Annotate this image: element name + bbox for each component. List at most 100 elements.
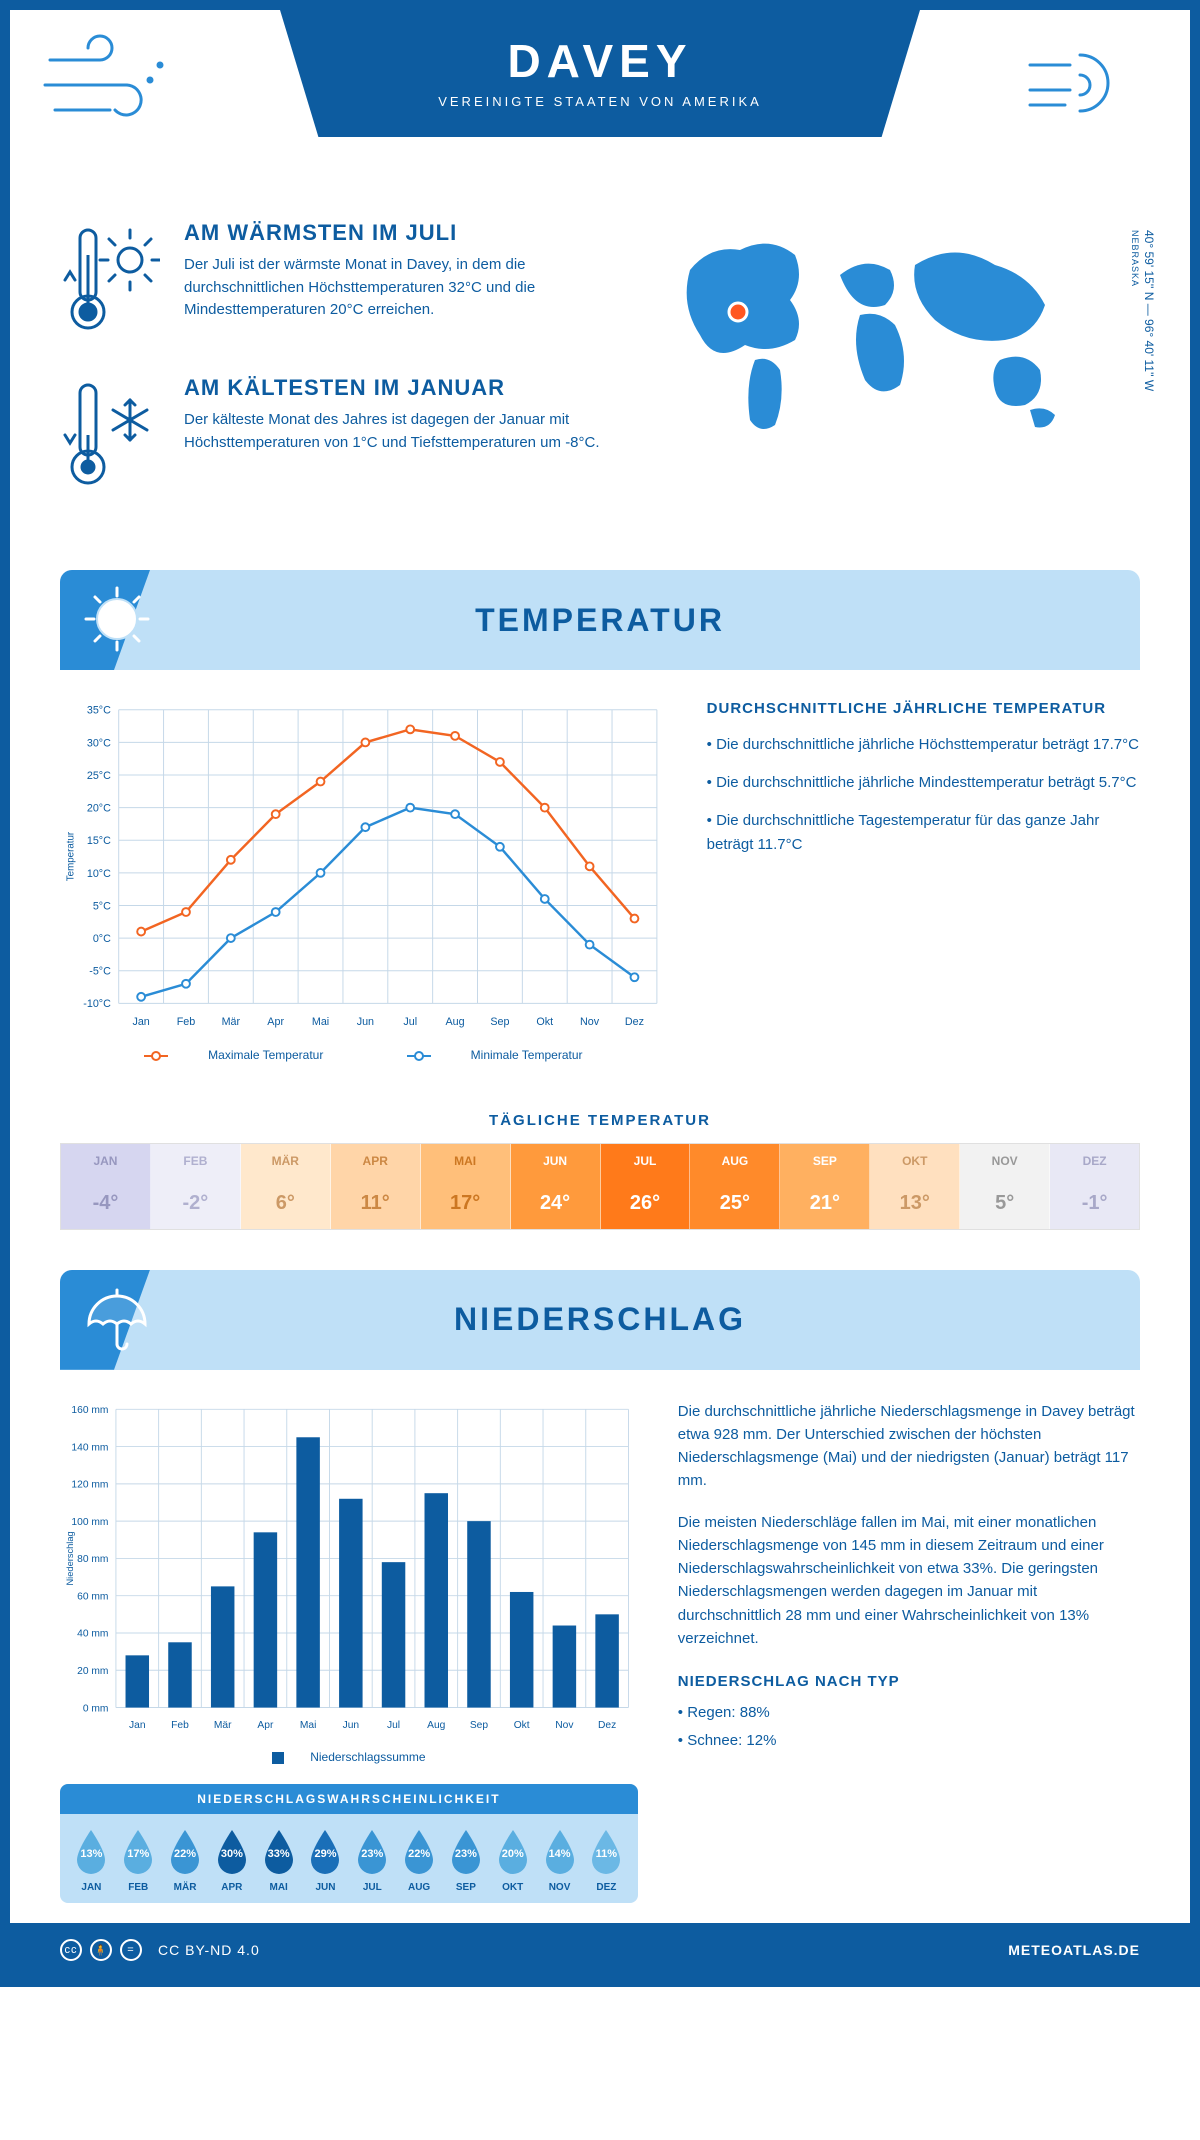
- daily-temp-month: JUN: [511, 1144, 600, 1178]
- temperature-row: -10°C-5°C0°C5°C10°C15°C20°C25°C30°C35°CJ…: [10, 700, 1190, 1092]
- svg-text:Jun: Jun: [343, 1720, 360, 1731]
- svg-text:40 mm: 40 mm: [77, 1628, 108, 1639]
- probability-value: 33%: [268, 1848, 290, 1860]
- daily-temp-cell: FEB -2°: [151, 1144, 241, 1229]
- probability-cell: 17% FEB: [115, 1828, 162, 1893]
- svg-text:Okt: Okt: [536, 1016, 553, 1028]
- title-banner: DAVEY VEREINIGTE STAATEN VON AMERIKA: [280, 10, 920, 137]
- daily-temp-cell: NOV 5°: [960, 1144, 1050, 1229]
- probability-value: 22%: [174, 1848, 196, 1860]
- raindrop-icon: 20%: [494, 1828, 532, 1876]
- precipitation-row: 0 mm20 mm40 mm60 mm80 mm100 mm120 mm140 …: [10, 1400, 1190, 1923]
- probability-month: DEZ: [583, 1882, 630, 1893]
- daily-temp-month: APR: [331, 1144, 420, 1178]
- svg-text:Sep: Sep: [490, 1016, 509, 1028]
- svg-text:Aug: Aug: [427, 1720, 446, 1731]
- temperature-chart: -10°C-5°C0°C5°C10°C15°C20°C25°C30°C35°CJ…: [60, 700, 667, 1062]
- daily-temp-cell: MAI 17°: [421, 1144, 511, 1229]
- svg-text:35°C: 35°C: [87, 705, 111, 717]
- by-icon: 🧍: [90, 1939, 112, 1961]
- avg-temp-heading: DURCHSCHNITTLICHE JÄHRLICHE TEMPERATUR: [707, 700, 1140, 717]
- warmest-title: AM WÄRMSTEN IM JULI: [184, 220, 620, 246]
- daily-temp-month: FEB: [151, 1144, 240, 1178]
- country-subtitle: VEREINIGTE STAATEN VON AMERIKA: [280, 94, 920, 109]
- raindrop-icon: 23%: [447, 1828, 485, 1876]
- daily-temp-month: OKT: [870, 1144, 959, 1178]
- svg-text:0°C: 0°C: [93, 933, 111, 945]
- probability-month: JUL: [349, 1882, 396, 1893]
- daily-temp-month: MAI: [421, 1144, 510, 1178]
- svg-text:Aug: Aug: [445, 1016, 464, 1028]
- daily-temp-value: -2°: [151, 1178, 240, 1229]
- svg-text:0 mm: 0 mm: [83, 1703, 109, 1714]
- probability-title: NIEDERSCHLAGSWAHRSCHEINLICHKEIT: [60, 1784, 638, 1814]
- daily-temp-cell: JUN 24°: [511, 1144, 601, 1229]
- probability-month: JUN: [302, 1882, 349, 1893]
- probability-cell: 23% JUL: [349, 1828, 396, 1893]
- avg-low-bullet: • Die durchschnittliche jährliche Mindes…: [707, 771, 1140, 795]
- svg-text:Jan: Jan: [129, 1720, 146, 1731]
- svg-text:5°C: 5°C: [93, 900, 111, 912]
- probability-month: MÄR: [162, 1882, 209, 1893]
- raindrop-icon: 33%: [260, 1828, 298, 1876]
- probability-month: NOV: [536, 1882, 583, 1893]
- world-map-icon: [660, 220, 1100, 460]
- probability-value: 23%: [361, 1848, 383, 1860]
- daily-temp-value: 21°: [780, 1178, 869, 1229]
- raindrop-icon: 11%: [587, 1828, 625, 1876]
- svg-text:Okt: Okt: [514, 1720, 530, 1731]
- precip-snow-bullet: • Schnee: 12%: [678, 1729, 1140, 1752]
- daily-temp-cell: JAN -4°: [61, 1144, 151, 1229]
- intro-text-column: AM WÄRMSTEN IM JULI Der Juli ist der wär…: [60, 220, 620, 530]
- probability-month: OKT: [489, 1882, 536, 1893]
- daily-temp-month: AUG: [690, 1144, 779, 1178]
- probability-cell: 14% NOV: [536, 1828, 583, 1893]
- license-text: CC BY-ND 4.0: [158, 1942, 260, 1958]
- daily-temp-value: 17°: [421, 1178, 510, 1229]
- state-label: NEBRASKA: [1130, 230, 1140, 287]
- svg-text:80 mm: 80 mm: [77, 1554, 108, 1565]
- daily-temp-cell: MÄR 6°: [241, 1144, 331, 1229]
- probability-cell: 13% JAN: [68, 1828, 115, 1893]
- sun-icon: [82, 584, 152, 654]
- site-name: METEOATLAS.DE: [1008, 1942, 1140, 1958]
- wind-icon: [1020, 30, 1160, 140]
- probability-month: FEB: [115, 1882, 162, 1893]
- daily-temp-month: MÄR: [241, 1144, 330, 1178]
- avg-daily-bullet: • Die durchschnittliche Tagestemperatur …: [707, 809, 1140, 857]
- daily-temp-cell: DEZ -1°: [1050, 1144, 1139, 1229]
- probability-grid: 13% JAN 17% FEB 22% MÄR 30% APR: [60, 1814, 638, 1903]
- daily-temp-value: 6°: [241, 1178, 330, 1229]
- map-column: 40° 59' 15'' N — 96° 40' 11'' W NEBRASKA: [660, 220, 1140, 530]
- daily-temp-cell: APR 11°: [331, 1144, 421, 1229]
- daily-temp-cell: AUG 25°: [690, 1144, 780, 1229]
- probability-cell: 33% MAI: [255, 1828, 302, 1893]
- page: DAVEY VEREINIGTE STAATEN VON AMERIKA AM …: [0, 0, 1200, 1987]
- probability-value: 13%: [80, 1848, 102, 1860]
- wind-icon: [40, 30, 180, 140]
- svg-text:Apr: Apr: [257, 1720, 274, 1731]
- precipitation-probability-box: NIEDERSCHLAGSWAHRSCHEINLICHKEIT 13% JAN …: [60, 1784, 638, 1903]
- probability-cell: 29% JUN: [302, 1828, 349, 1893]
- daily-temp-value: 26°: [601, 1178, 690, 1229]
- header: DAVEY VEREINIGTE STAATEN VON AMERIKA: [10, 10, 1190, 200]
- precipitation-title: NIEDERSCHLAG: [454, 1301, 746, 1338]
- precip-paragraph-2: Die meisten Niederschläge fallen im Mai,…: [678, 1511, 1140, 1651]
- probability-cell: 22% MÄR: [162, 1828, 209, 1893]
- warmest-block: AM WÄRMSTEN IM JULI Der Juli ist der wär…: [60, 220, 620, 345]
- probability-cell: 23% SEP: [443, 1828, 490, 1893]
- precipitation-legend: Niederschlagssumme: [60, 1750, 638, 1764]
- precipitation-bar-chart: 0 mm20 mm40 mm60 mm80 mm100 mm120 mm140 …: [60, 1400, 638, 1735]
- location-marker-icon: [729, 303, 747, 321]
- svg-text:15°C: 15°C: [87, 835, 111, 847]
- daily-temp-cell: OKT 13°: [870, 1144, 960, 1229]
- svg-text:Temperatur: Temperatur: [66, 831, 77, 881]
- svg-text:Sep: Sep: [470, 1720, 489, 1731]
- daily-temp-title: TÄGLICHE TEMPERATUR: [10, 1112, 1190, 1129]
- raindrop-icon: 30%: [213, 1828, 251, 1876]
- daily-temp-value: 24°: [511, 1178, 600, 1229]
- svg-text:Dez: Dez: [625, 1016, 644, 1028]
- raindrop-icon: 17%: [119, 1828, 157, 1876]
- temperature-title: TEMPERATUR: [475, 602, 725, 639]
- daily-temp-value: 5°: [960, 1178, 1049, 1229]
